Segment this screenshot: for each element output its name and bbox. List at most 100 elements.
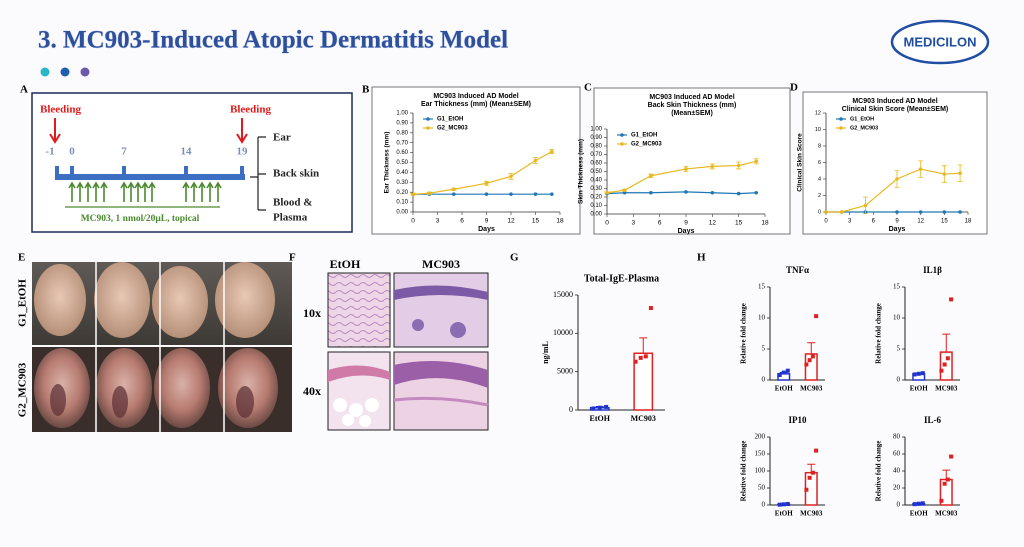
y-tick-label: 0.40 — [396, 170, 408, 176]
point — [754, 159, 759, 164]
y-tick-label: 0.40 — [590, 178, 602, 184]
treatment-label: MC903, 1 nmol/20μL, topical — [81, 214, 200, 224]
y-tick-label: 20 — [893, 484, 901, 492]
point — [550, 192, 554, 196]
y-tick-label: 0.30 — [396, 180, 408, 186]
point — [958, 171, 962, 176]
point — [710, 164, 715, 169]
y-axis-label: Ear Thickness (mm) — [384, 132, 391, 194]
legend-marker — [620, 142, 624, 146]
point — [916, 371, 921, 376]
point — [622, 188, 627, 192]
sample-label: Back skin — [273, 168, 319, 180]
timeline — [49, 118, 266, 211]
y-tick-label: 10 — [815, 127, 821, 133]
chart-title: MC903 Induced AD Model — [852, 98, 937, 105]
x-tick-label: 15 — [941, 219, 948, 225]
y-tick-label: 0.80 — [590, 144, 602, 150]
y-tick-label: 15000 — [553, 290, 573, 299]
point — [777, 373, 782, 378]
x-tick-label: 0 — [411, 218, 415, 225]
y-tick-label: 0.70 — [396, 140, 408, 146]
point — [427, 191, 432, 195]
point — [945, 477, 950, 482]
y-tick-label: 0 — [569, 405, 573, 414]
y-tick-label: 5000 — [557, 366, 573, 375]
point — [591, 406, 596, 411]
logo — [890, 19, 990, 65]
sample-label: Ear — [273, 132, 291, 144]
x-tick-label: 18 — [965, 219, 972, 225]
day-label: -1 — [45, 146, 54, 158]
point — [916, 501, 921, 506]
y-tick-label: 0.60 — [590, 161, 602, 167]
x-tick-label: 18 — [556, 218, 564, 225]
point — [942, 362, 947, 367]
point — [804, 362, 809, 367]
point — [942, 481, 947, 486]
y-tick-label: 0.80 — [396, 130, 408, 136]
dot — [60, 67, 70, 77]
point — [604, 404, 609, 409]
y-tick-label: 8 — [818, 143, 821, 149]
x-tick-label: EtOH — [775, 510, 793, 518]
point — [605, 190, 609, 195]
y-axis-label: ng/mL — [541, 341, 550, 364]
point — [452, 187, 456, 192]
y-tick-label: 0.50 — [590, 169, 602, 175]
point — [684, 167, 688, 171]
x-tick-label: EtOH — [910, 510, 928, 518]
y-tick-label: 2 — [818, 193, 821, 199]
legend-label: G2_MC903 — [437, 126, 468, 132]
dot — [80, 67, 90, 77]
y-tick-label: 0 — [762, 376, 766, 384]
legend-label: G2_MC903 — [850, 125, 878, 131]
chart-subtitle: Back Skin Thickness (mm) — [648, 102, 737, 109]
point — [942, 210, 947, 214]
point — [597, 405, 602, 410]
panel-label: F — [289, 252, 296, 264]
sample-label: Plasma — [273, 212, 308, 224]
y-tick-label: 0.90 — [590, 135, 602, 141]
chart-title: IL-6 — [924, 415, 942, 425]
point — [648, 306, 653, 311]
point — [824, 210, 828, 214]
legend-label: G1_EtOH — [850, 116, 874, 122]
day-label: 7 — [121, 146, 127, 158]
point — [736, 191, 741, 196]
chart-title: MC903 Induced AD Model — [433, 93, 518, 100]
y-tick-label: 4 — [818, 176, 821, 182]
y-axis-label: Clinical Skin Score — [797, 133, 804, 192]
y-tick-label: 40 — [893, 467, 901, 475]
point — [939, 368, 944, 373]
point — [684, 190, 688, 194]
legend-marker — [620, 133, 624, 137]
error-bar — [639, 337, 648, 354]
point — [804, 487, 809, 492]
x-tick-label: 6 — [872, 219, 876, 225]
x-tick-label: EtOH — [775, 385, 793, 393]
legend-label: G2_MC903 — [631, 142, 662, 148]
panel-label: G — [510, 252, 519, 264]
y-tick-label: 0 — [762, 501, 766, 509]
point — [633, 359, 638, 364]
point — [550, 149, 554, 154]
y-tick-label: 6 — [818, 160, 821, 166]
y-axis-label: Relative fold change — [740, 441, 748, 502]
column-label: MC903 — [422, 257, 460, 271]
y-tick-label: 0.90 — [396, 120, 408, 126]
y-tick-label: 0.00 — [590, 212, 602, 218]
point — [958, 210, 962, 214]
day-label: 14 — [181, 146, 193, 158]
point — [649, 173, 653, 178]
point — [895, 177, 899, 181]
chart-title: MC903 Induced AD Model — [649, 94, 734, 101]
histology-images — [327, 272, 489, 431]
point — [918, 210, 923, 214]
point — [939, 498, 944, 503]
x-tick-label: MC903 — [935, 510, 958, 518]
point — [810, 354, 815, 359]
y-tick-label: 150 — [755, 450, 766, 458]
